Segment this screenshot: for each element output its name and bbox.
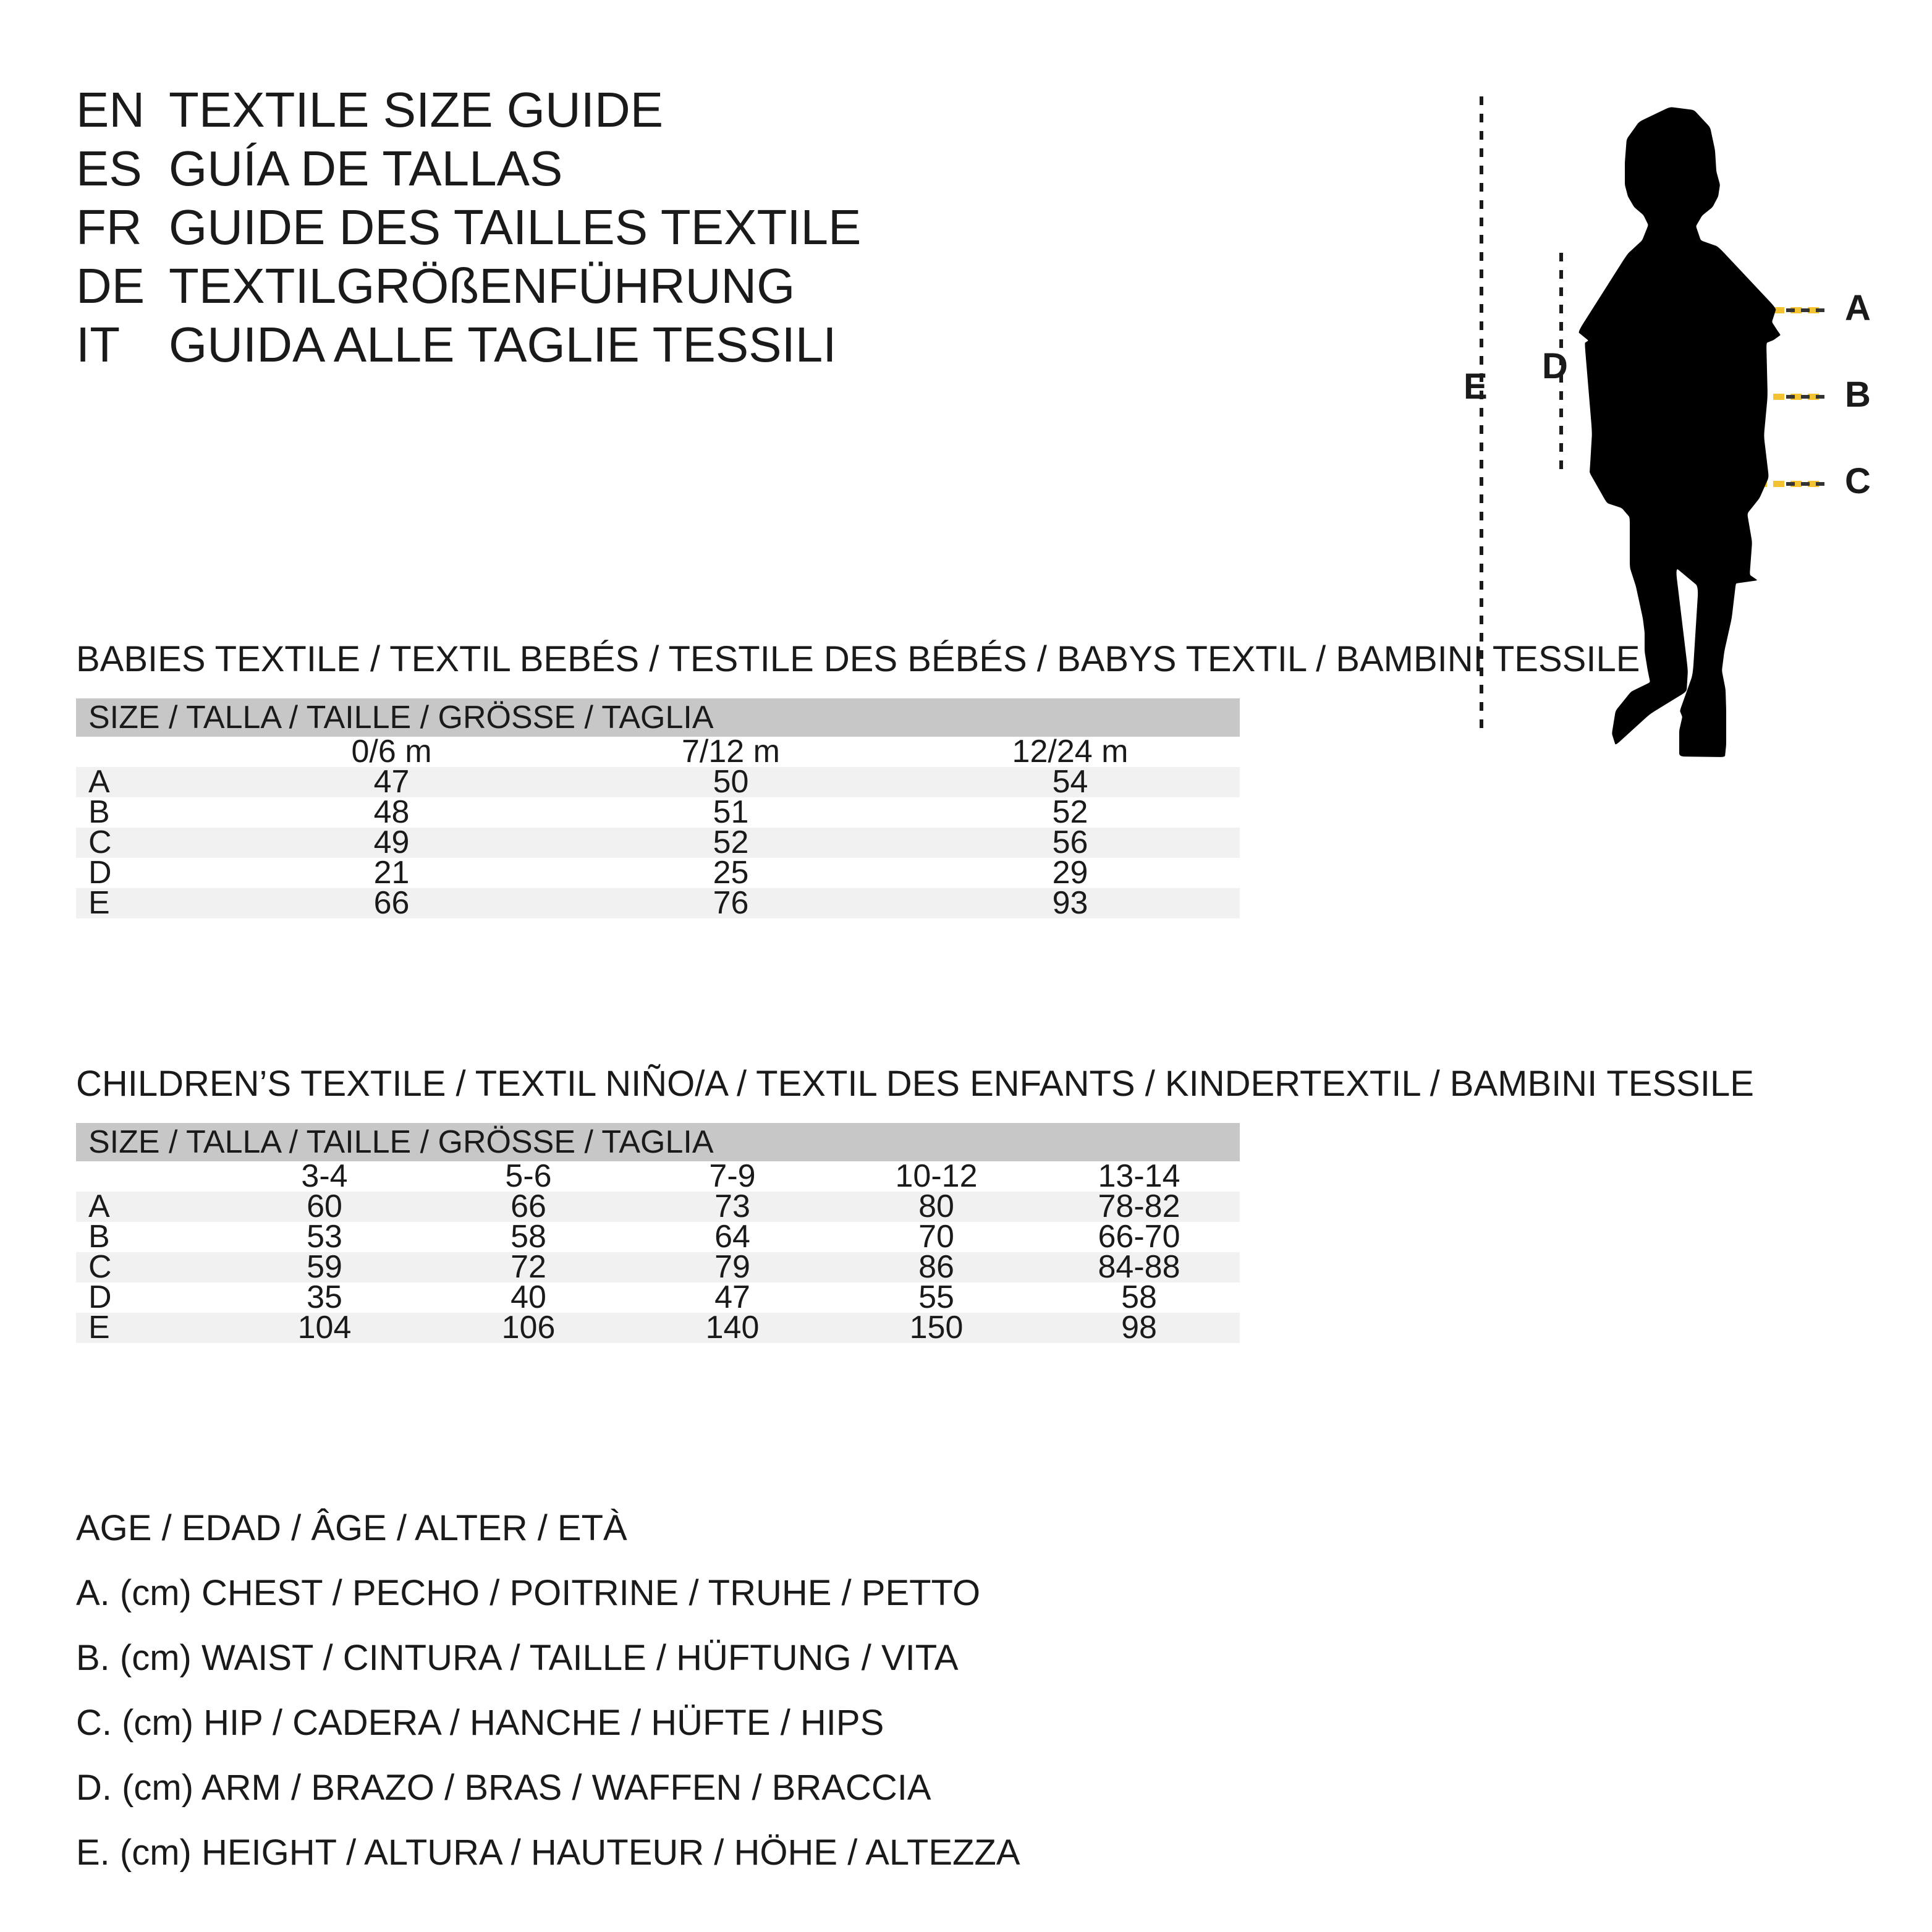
svg-text:C: C: [1845, 461, 1871, 501]
svg-text:E: E: [1464, 366, 1488, 407]
svg-text:A: A: [1845, 288, 1871, 328]
svg-text:B: B: [1845, 375, 1871, 415]
svg-text:D: D: [1542, 346, 1568, 386]
